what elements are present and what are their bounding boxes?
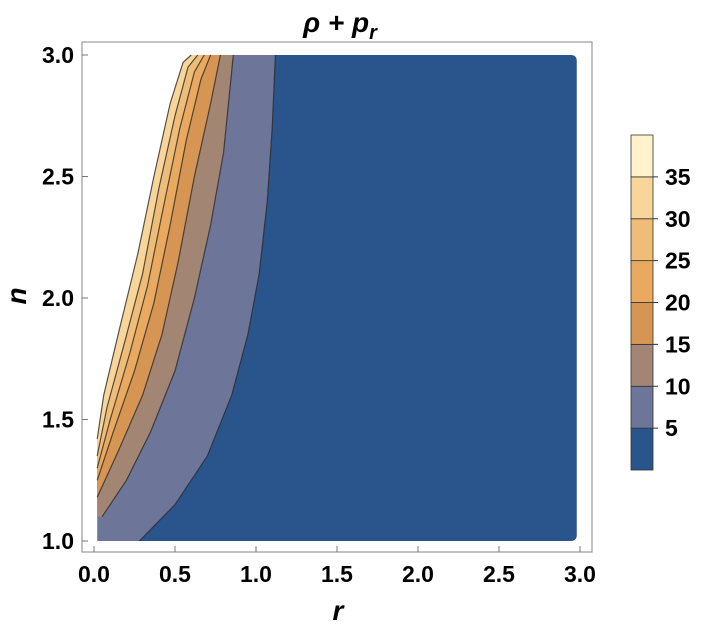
x-tick-label: 3.0 <box>564 561 596 587</box>
legend-tick-label: 10 <box>665 373 691 399</box>
legend-swatch <box>630 302 654 345</box>
legend-swatch <box>630 260 654 303</box>
legend-swatch <box>630 343 654 387</box>
y-tick-label: 2.0 <box>42 285 74 311</box>
y-axis: 1.0 1.5 2.0 2.5 3.0 <box>42 42 88 554</box>
legend-swatch <box>630 385 654 429</box>
contour-line-10 <box>101 54 234 518</box>
legend-tick-label: 30 <box>665 206 691 232</box>
x-tick-label: 0.5 <box>159 561 191 587</box>
x-tick-label: 1.0 <box>240 561 272 587</box>
contour-line-30 <box>96 54 199 457</box>
x-tick-label: 1.5 <box>321 561 353 587</box>
legend-swatch <box>630 134 654 178</box>
x-tick-label: 2.5 <box>483 561 515 587</box>
contour-line-15 <box>96 54 221 498</box>
legend-swatch <box>630 176 654 220</box>
legend-tick-label: 15 <box>665 331 691 357</box>
chart-title: ρ + pr <box>302 7 378 44</box>
x-axis: 0.0 0.5 1.0 1.5 2.0 2.5 3.0 <box>78 546 596 587</box>
legend-tick-label: 35 <box>665 164 691 190</box>
undefined-region <box>94 51 192 439</box>
x-tick-label: 0.0 <box>78 561 110 587</box>
y-tick-label: 2.5 <box>42 164 74 190</box>
y-tick-label: 1.5 <box>42 407 74 433</box>
contour-line-35 <box>96 54 192 439</box>
contour-line-5 <box>138 54 276 542</box>
y-axis-label: n <box>1 287 32 304</box>
x-axis-label: r <box>333 595 346 626</box>
y-tick-label: 1.0 <box>42 528 74 554</box>
chart-title-subscript: r <box>369 22 378 44</box>
plot-area <box>94 51 577 542</box>
legend-tick-label: 25 <box>665 248 691 274</box>
contour-line-20 <box>96 54 212 481</box>
legend-tick-label: 20 <box>665 290 691 316</box>
legend-swatch <box>630 427 654 471</box>
x-tick-label: 2.0 <box>402 561 434 587</box>
legend-swatch <box>630 218 654 262</box>
legend-tick-label: 5 <box>665 415 678 441</box>
y-tick-label: 3.0 <box>42 42 74 68</box>
color-legend: 5 10 15 20 25 30 35 <box>630 134 691 471</box>
contour-line-25 <box>96 54 205 469</box>
chart-title-main: ρ + p <box>302 7 369 38</box>
